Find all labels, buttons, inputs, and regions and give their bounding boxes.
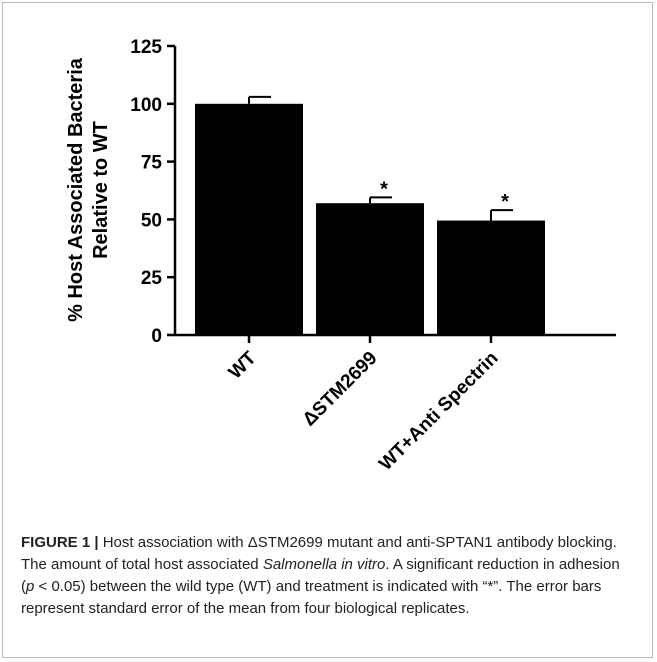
y-tick-label: 100 [130,95,162,116]
y-axis-label: % Host Associated Bacteria Relative to W… [65,57,112,322]
bar [195,103,303,335]
y-tick-label: 25 [141,268,163,289]
y-ticks: 0 25 50 75 100 125 [130,37,175,347]
figure-caption: FIGURE 1 | Host association with ΔSTM269… [21,532,637,620]
y-tick-label: 75 [141,153,163,174]
significance-marker: * [380,178,388,200]
y-tick-label: 0 [151,326,162,347]
caption-label: FIGURE 1 | [21,534,99,551]
bar [437,220,545,335]
x-tick-label: WT [225,347,261,383]
bar [316,203,424,335]
bar-chart: % Host Associated Bacteria Relative to W… [65,37,616,475]
y-tick-label: 50 [141,210,162,231]
x-tick-label: WT+Anti Spectrin [375,348,502,475]
caption-text-3: < 0.05) between the wild type (WT) and t… [21,578,602,617]
y-axis-label-line2: Relative to WT [90,121,112,259]
y-axis-label-line1: % Host Associated Bacteria [65,57,87,322]
x-tick-label: ΔSTM2699 [299,348,382,431]
caption-text-2: . A significant reduction in adhesion ( [21,556,620,595]
caption-text-1: Host association with ΔSTM2699 mutant an… [21,534,617,573]
y-tick-label: 125 [130,37,162,58]
caption-p-symbol: p [26,578,35,595]
caption-italic: Salmonella in vitro [262,556,386,573]
bars: ** [195,95,545,335]
significance-marker: * [501,191,509,213]
